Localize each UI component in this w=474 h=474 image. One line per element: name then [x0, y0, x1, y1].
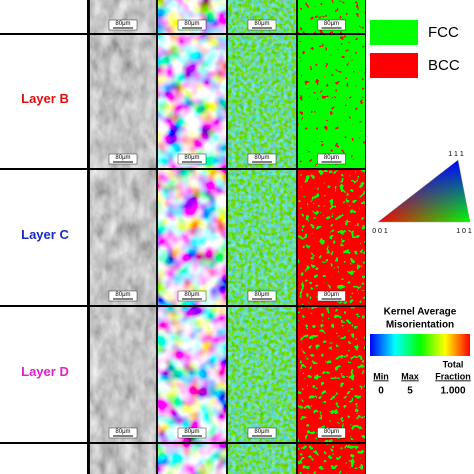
scale-bar-box [177, 427, 207, 439]
micrograph [228, 35, 296, 168]
scale-bar-box [108, 290, 138, 302]
micrograph [298, 35, 365, 168]
scale-bar-box [317, 290, 346, 302]
micrograph [298, 444, 365, 474]
row-label: Layer B [21, 91, 69, 106]
scale-bar-label: 80μm [254, 429, 269, 435]
micrograph [90, 35, 156, 168]
scale-bar-box [177, 290, 207, 302]
scale-bar-box [177, 19, 207, 31]
kam-title: Misorientation [386, 320, 454, 331]
row-labels: Layer B Layer C Layer D [21, 91, 69, 379]
ipf-label: 0 0 1 [372, 228, 388, 235]
scale-bar-label: 80μm [184, 429, 199, 435]
scale-bar-label: 80μm [324, 21, 339, 27]
scale-bar-box [108, 153, 138, 165]
phase-label: FCC [428, 24, 459, 41]
kam-fraction: 1.000 [440, 386, 465, 397]
micrograph [158, 35, 226, 168]
phase-legend: FCC BCC [370, 20, 460, 78]
kam-colorbar [370, 334, 470, 356]
kam-max: 5 [407, 386, 413, 397]
scale-bar-label: 80μm [254, 21, 269, 27]
scale-bar-label: 80μm [115, 429, 130, 435]
micrograph [90, 170, 156, 305]
scale-bar-label: 80μm [324, 429, 339, 435]
kam-max-label: Max [401, 371, 419, 381]
scale-bar-label: 80μm [115, 21, 130, 27]
kam-title: Kernel Average [384, 307, 457, 318]
micrograph [90, 444, 156, 474]
micrograph [298, 307, 365, 442]
phase-swatch [370, 53, 418, 78]
micrograph [228, 170, 296, 305]
row-label: Layer C [21, 227, 69, 242]
scale-bar-box [317, 427, 346, 439]
ipf-label: 1 0 1 [456, 228, 472, 235]
scale-bar-box [177, 153, 207, 165]
scale-bar-label: 80μm [184, 292, 199, 298]
kam-fraction-label: Fraction [435, 371, 471, 381]
kam-min: 0 [378, 386, 384, 397]
ipf-triangle-overlay [377, 159, 471, 223]
scale-bar-label: 80μm [324, 292, 339, 298]
ipf-label: 1 1 1 [448, 151, 464, 158]
kam-fraction-label: Total [443, 359, 464, 369]
scale-bar-box [108, 427, 138, 439]
kam-min-label: Min [373, 371, 389, 381]
micrograph [158, 170, 226, 305]
micrograph [228, 444, 296, 474]
scale-bar-label: 80μm [184, 21, 199, 27]
scale-bar-box [317, 153, 346, 165]
micrograph [158, 307, 226, 442]
scale-bar-label: 80μm [115, 155, 130, 161]
scale-bar-label: 80μm [115, 292, 130, 298]
panels: 80μm 80μm 80μm 80μm 80μm 80μm 80μm 80μm 80μm 80μm… [0, 0, 366, 474]
micrograph [298, 170, 365, 305]
scale-bar-box [247, 19, 277, 31]
phase-label: BCC [428, 57, 460, 74]
scale-bar-label: 80μm [254, 292, 269, 298]
phase-swatch [370, 20, 418, 45]
scale-bar-box [317, 19, 346, 31]
scale-bar-label: 80μm [254, 155, 269, 161]
micrograph [158, 444, 226, 474]
scale-bar-label: 80μm [324, 155, 339, 161]
micrograph [228, 307, 296, 442]
row-label: Layer D [21, 364, 69, 379]
scale-bar-box [108, 19, 138, 31]
scale-bar-box [247, 427, 277, 439]
scale-bar-box [247, 153, 277, 165]
scale-bar-box [247, 290, 277, 302]
scale-bar-label: 80μm [184, 155, 199, 161]
micrograph [90, 307, 156, 442]
